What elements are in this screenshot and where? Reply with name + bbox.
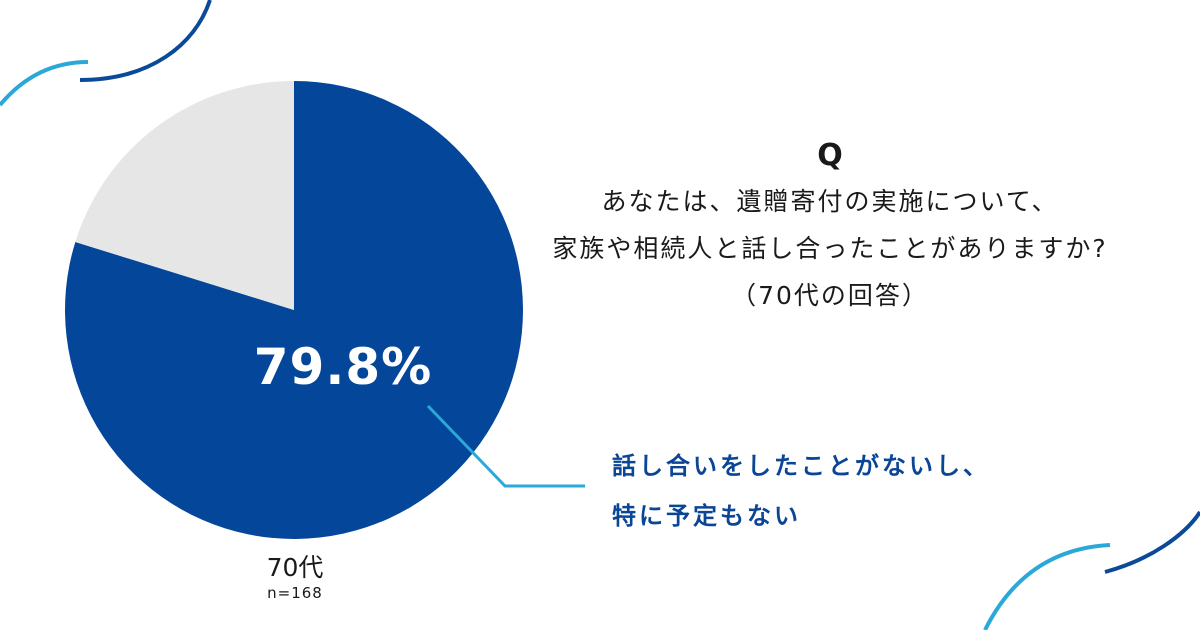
answer-label: 話し合いをしたことがないし、 特に予定もない bbox=[612, 441, 1132, 541]
pie-slices bbox=[64, 81, 523, 540]
bottom-right-swoosh-dark bbox=[1104, 510, 1200, 574]
question-line-1: あなたは、遺贈寄付の実施について、 bbox=[601, 187, 1059, 216]
top-left-swoosh-light bbox=[0, 60, 89, 107]
question-block: Q あなたは、遺贈寄付の実施について、 家族や相続人と話し合ったことがありますか… bbox=[520, 134, 1140, 319]
bottom-right-swoosh-light bbox=[983, 543, 1111, 630]
answer-line-2: 特に予定もない bbox=[612, 502, 801, 530]
slice-data-label: 79.8% bbox=[253, 338, 433, 396]
age-group-label: 70代 bbox=[266, 553, 324, 582]
answer-line-1: 話し合いをしたことがないし、 bbox=[612, 452, 990, 480]
sample-size-label: n=168 bbox=[267, 584, 323, 602]
pie-slice-0 bbox=[64, 81, 523, 540]
question-mark: Q bbox=[817, 138, 843, 173]
question-line-2: 家族や相続人と話し合ったことがありますか? bbox=[552, 234, 1108, 263]
question-line-3: （70代の回答） bbox=[731, 281, 929, 310]
top-left-swoosh-dark bbox=[79, 0, 212, 82]
pie-slice-1 bbox=[75, 81, 294, 310]
leader-line bbox=[426, 404, 585, 488]
